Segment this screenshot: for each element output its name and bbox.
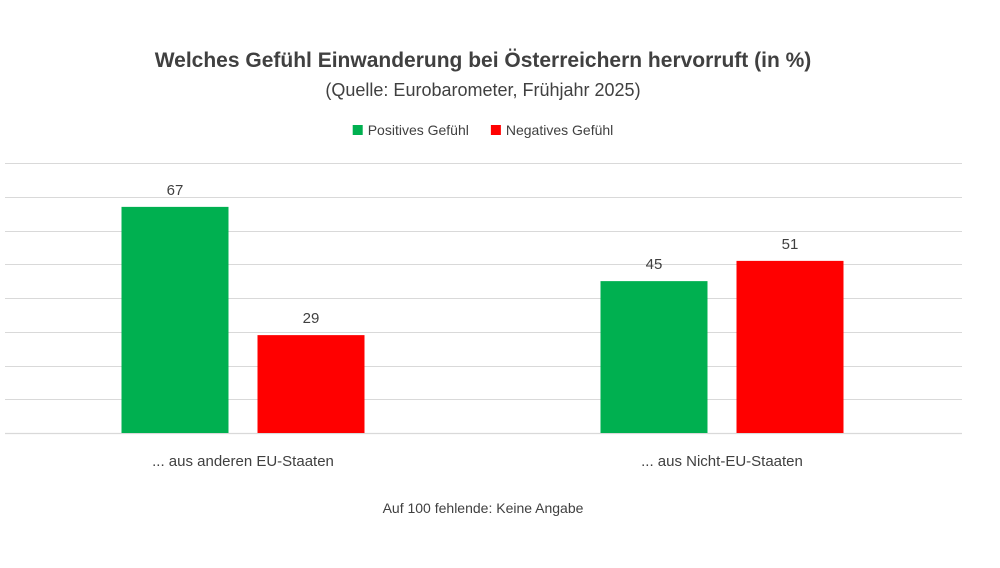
data-label: 67 [167, 182, 184, 199]
legend-item-positive: Positives Gefühl [352, 122, 469, 138]
bar-positive-2 [600, 281, 708, 433]
chart-subtitle: (Quelle: Eurobarometer, Frühjahr 2025) [325, 80, 640, 100]
legend-label: Positives Gefühl [368, 122, 469, 138]
data-label: 29 [303, 310, 320, 327]
bar-positive-1 [121, 206, 229, 433]
data-labels: 67 29 45 51 [167, 182, 799, 327]
chart-title: Welches Gefühl Einwanderung bei Österrei… [155, 49, 812, 72]
legend-item-negative: Negatives Gefühl [490, 122, 613, 138]
legend: Positives Gefühl Negatives Gefühl [352, 122, 613, 138]
bar-negative-2 [736, 260, 844, 433]
category-labels: ... aus anderen EU-Staaten ... aus Nicht-… [152, 453, 803, 470]
bars [121, 206, 844, 433]
category-label: ... aus anderen EU-Staaten [152, 453, 334, 470]
data-label: 45 [646, 256, 663, 273]
legend-label: Negatives Gefühl [506, 122, 613, 138]
legend-swatch [352, 125, 363, 135]
chart-footnote: Auf 100 fehlende: Keine Angabe [383, 500, 584, 516]
legend-swatch [490, 125, 501, 135]
category-label: ... aus Nicht-EU-Staaten [641, 453, 803, 470]
bar-negative-1 [257, 335, 365, 433]
data-label: 51 [782, 236, 799, 253]
